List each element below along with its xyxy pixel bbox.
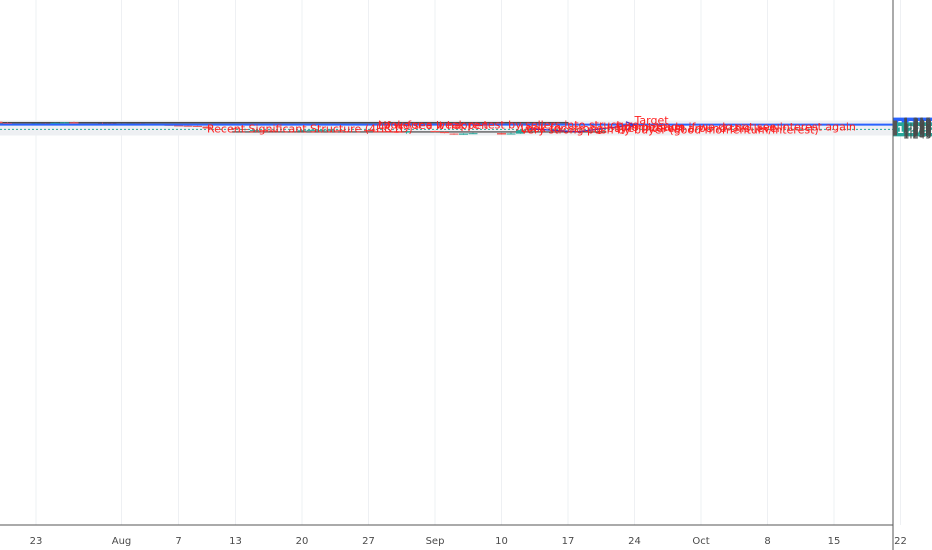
candle-body[interactable] (69, 122, 79, 124)
candle-body[interactable] (402, 131, 411, 133)
candle-body[interactable] (193, 125, 202, 127)
candle-body[interactable] (231, 128, 240, 130)
candle-body[interactable] (440, 132, 449, 134)
candle-body[interactable] (335, 129, 345, 131)
x-tick-label: 24 (628, 536, 641, 547)
x-tick-label: 15 (828, 536, 841, 547)
annotation-structure[interactable]: Recent Significant Structure (4H&1D) (207, 123, 413, 136)
x-tick-label: 8 (764, 536, 770, 547)
y-tick-label: 1.25000 (903, 130, 932, 141)
candle-body[interactable] (449, 133, 459, 135)
candle-body[interactable] (392, 131, 402, 133)
y-tick-label: 1.31000 (903, 118, 932, 129)
projection-arrow-path[interactable] (529, 124, 635, 133)
y-tick-label: 1.27500 (903, 125, 932, 136)
candle-body[interactable] (307, 129, 316, 131)
current-price-tag (893, 122, 932, 137)
candle-body[interactable] (202, 126, 212, 129)
y-tick-label: 1.25500 (903, 129, 932, 140)
y-tick-label: 1.24500 (903, 131, 932, 142)
x-tick-label: 27 (362, 536, 375, 547)
candle-body[interactable] (250, 130, 259, 132)
candle-body[interactable] (373, 131, 383, 133)
candle-body[interactable] (383, 131, 392, 133)
x-tick-label: Aug (112, 536, 132, 547)
candle-body[interactable] (516, 130, 525, 134)
candle-body[interactable] (297, 130, 307, 132)
y-tick-label: 1.29000 (903, 122, 932, 133)
candle-body[interactable] (459, 133, 468, 135)
candle-body[interactable] (506, 133, 516, 135)
annotation-buyer[interactable]: Look for strong buyer interest around th… (521, 122, 780, 135)
candle-body[interactable] (430, 131, 440, 132)
resistance-zone[interactable] (0, 121, 569, 124)
annotation-notrade2[interactable]: *momentum (616, 121, 685, 134)
y-tick-label: 1.26500 (903, 127, 932, 138)
candle-body[interactable] (183, 125, 193, 127)
current-price-label: 1.27327 (897, 125, 932, 136)
candle-body[interactable] (0, 121, 3, 124)
price-lines: 1.297001.27327 (0, 117, 932, 137)
x-tick-label: 23 (30, 536, 43, 547)
candle-body[interactable] (326, 129, 335, 131)
projection-arrow-head (625, 121, 636, 131)
y-tick-label: 1.29500 (903, 121, 932, 132)
x-tick-label: Oct (692, 536, 709, 547)
candle-body[interactable] (259, 130, 269, 132)
y-tick-label: 1.27000 (903, 126, 932, 137)
y-tick-label: 1.26000 (903, 128, 932, 139)
candle-body[interactable] (316, 130, 326, 132)
zones (0, 121, 607, 133)
x-tick-label: 20 (296, 536, 309, 547)
annotation-target[interactable]: Target (634, 114, 670, 127)
x-tick-label: 17 (562, 536, 575, 547)
x-tick-label: 7 (175, 536, 181, 547)
y-tick-label: 1.31500 (903, 117, 932, 128)
annotation-retest1[interactable]: Look for a weak re-test by sellers into … (378, 119, 639, 132)
candle-body[interactable] (174, 125, 183, 127)
candle-body[interactable] (468, 133, 478, 135)
x-tick-label: 10 (495, 536, 508, 547)
annotation-retest2[interactable]: *if we see it happen (378, 119, 488, 132)
y-tick-label: 1.30000 (903, 120, 932, 131)
annotation-notrade1[interactable]: Do not trade if we do not see interest a… (616, 121, 856, 134)
y-tick-label: 1.30500 (903, 119, 932, 130)
candle-body[interactable] (364, 130, 373, 132)
candle-body[interactable] (50, 122, 60, 124)
y-tick-label: 1.28500 (903, 123, 932, 134)
grid (0, 0, 901, 525)
x-tick-label: 22 (894, 536, 907, 547)
x-tick-label: Sep (426, 536, 445, 547)
projection-arrow (529, 121, 636, 133)
candle-body[interactable] (3, 123, 12, 124)
annotation-push[interactable]: Very strong push by buyer (good momentum… (521, 124, 819, 137)
candle-body[interactable] (60, 122, 69, 124)
y-tick-label: 1.28000 (903, 124, 932, 135)
candle-body[interactable] (269, 130, 278, 132)
x-tick-label: 13 (229, 536, 242, 547)
candle-body[interactable] (497, 133, 506, 135)
